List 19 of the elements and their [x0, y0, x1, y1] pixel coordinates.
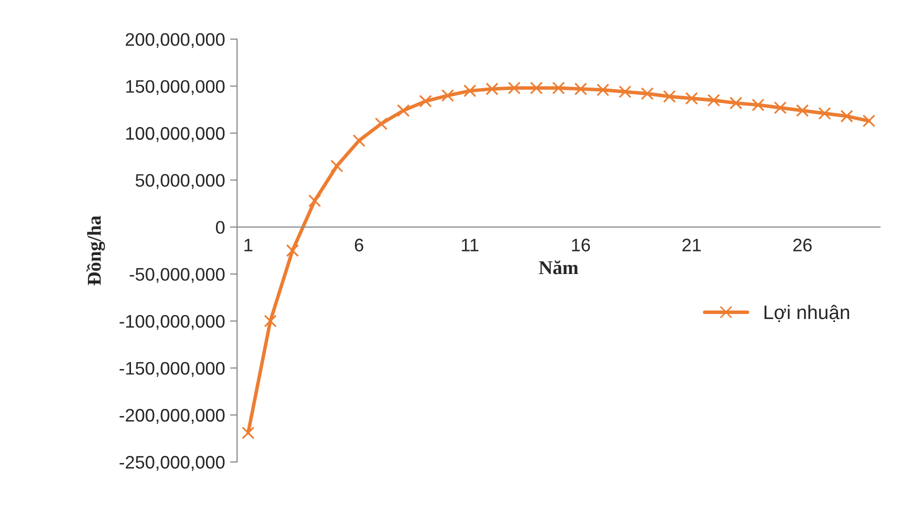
x-tick-label: 16 [572, 238, 590, 252]
y-tick-label: 100,000,000 [126, 127, 225, 142]
y-tick-label: -250,000,000 [120, 456, 225, 471]
x-tick-label: 21 [682, 238, 701, 252]
y-tick-label: -200,000,000 [120, 408, 225, 424]
x-tick-label: 1 [244, 238, 252, 252]
y-tick-label: -150,000,000 [120, 362, 225, 377]
y-tick-label: 50,000,000 [136, 174, 225, 189]
x-tick-label: 26 [793, 238, 812, 252]
legend-label: Lợi nhuận [764, 304, 850, 322]
y-tick-label: 200,000,000 [126, 33, 225, 48]
y-tick-label: 0 [216, 221, 225, 234]
x-tick-label: 6 [354, 238, 364, 252]
y-axis-title: Đồng/ha [86, 216, 105, 286]
y-tick-label: -50,000,000 [130, 268, 225, 283]
x-tick-label: 11 [462, 238, 478, 252]
y-tick-label: 150,000,000 [126, 80, 225, 95]
x-axis-title: Năm [538, 260, 578, 274]
y-tick-label: -100,000,000 [120, 314, 225, 330]
